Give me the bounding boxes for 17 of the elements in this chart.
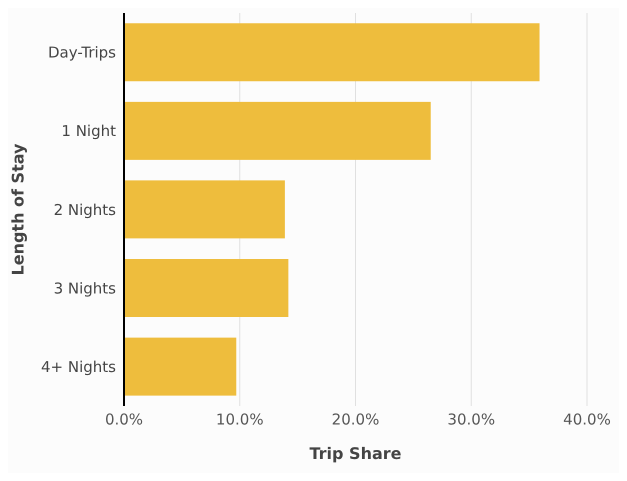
x-tick-label: 0.0% [104, 410, 144, 429]
x-axis-title: Trip Share [309, 444, 402, 463]
x-tick-label: 40.0% [563, 410, 611, 429]
bar [124, 259, 288, 318]
bar [124, 338, 236, 396]
bar [124, 102, 431, 160]
x-tick-label: 10.0% [216, 410, 264, 429]
bar [124, 180, 285, 238]
y-tick-label: 2 Nights [54, 200, 116, 219]
y-axis-title: Length of Stay [8, 142, 28, 276]
bar [124, 23, 540, 82]
x-tick-label: 20.0% [332, 410, 380, 429]
x-tick-label: 30.0% [447, 410, 496, 429]
y-tick-label: 4+ Nights [41, 358, 116, 376]
y-tick-label: 1 Night [61, 122, 116, 140]
y-tick-label: 3 Nights [54, 279, 116, 298]
y-tick-label: Day-Trips [48, 44, 116, 62]
